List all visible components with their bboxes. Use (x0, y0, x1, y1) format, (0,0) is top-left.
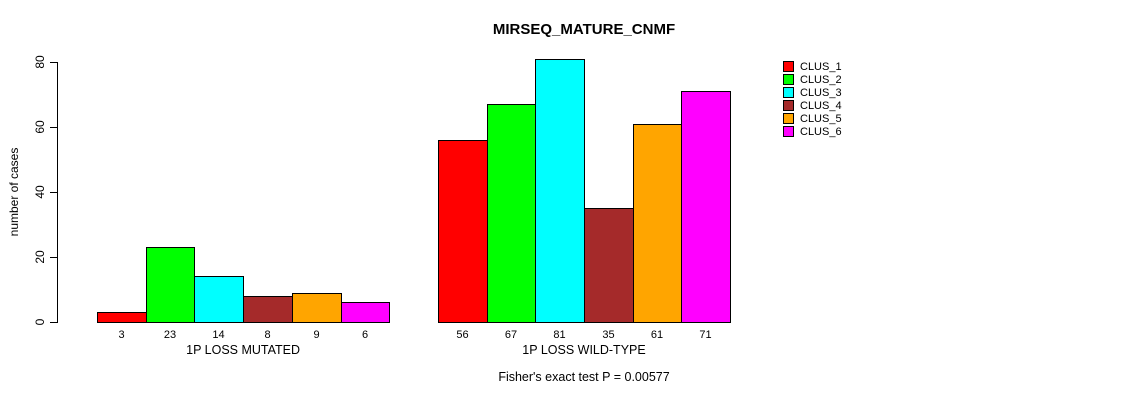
legend-swatch-icon (783, 100, 794, 111)
legend-item-clus_1: CLUS_1 (783, 60, 842, 73)
bar-clus_3 (194, 276, 244, 323)
chart-title: MIRSEQ_MATURE_CNMF (492, 21, 676, 38)
legend: CLUS_1 CLUS_2 CLUS_3 CLUS_4 CLUS_5 CLUS_6 (783, 60, 842, 138)
y-tick-mark (50, 191, 57, 193)
y-tick-mark (50, 256, 57, 258)
bar-clus_5 (292, 293, 342, 323)
y-tick-label: 60 (33, 120, 47, 134)
bar-value-label: 56 (456, 329, 469, 341)
bar-clus_2 (487, 104, 536, 323)
legend-label: CLUS_3 (800, 86, 842, 99)
legend-swatch-icon (783, 113, 794, 124)
legend-swatch-icon (783, 87, 794, 98)
y-tick-mark (50, 126, 57, 128)
y-axis-title: number of cases (7, 147, 21, 237)
legend-swatch-icon (783, 126, 794, 137)
bar-value-label: 8 (264, 329, 271, 341)
bar-value-label: 6 (361, 329, 369, 341)
legend-item-clus_5: CLUS_5 (783, 112, 842, 125)
legend-item-clus_6: CLUS_6 (783, 125, 842, 138)
bar-clus_1 (97, 312, 147, 323)
legend-label: CLUS_2 (800, 73, 842, 86)
bar-clus_4 (243, 296, 293, 323)
bar-clus_6 (341, 302, 390, 323)
bar-value-label: 67 (504, 329, 518, 341)
bar-value-label: 3 (118, 329, 125, 341)
legend-item-clus_4: CLUS_4 (783, 99, 842, 112)
fisher-test-annotation: Fisher's exact test P = 0.00577 (498, 370, 670, 384)
x-group-label-wild-type: 1P LOSS WILD-TYPE (522, 343, 646, 357)
y-tick-mark (50, 61, 57, 63)
legend-item-clus_2: CLUS_2 (783, 73, 842, 86)
bar-value-label: 61 (650, 329, 664, 341)
y-tick-label: 40 (33, 185, 47, 199)
bar-value-label: 14 (212, 329, 225, 341)
legend-label: CLUS_6 (800, 125, 842, 138)
y-tick-label: 80 (33, 55, 47, 69)
bar-clus_1 (438, 140, 488, 323)
y-tick-label: 20 (33, 250, 47, 264)
bar-value-label: 71 (699, 329, 712, 341)
y-tick-mark (50, 321, 57, 323)
y-axis-line (57, 62, 58, 323)
legend-item-clus_3: CLUS_3 (783, 86, 842, 99)
x-group-label-mutated: 1P LOSS MUTATED (186, 343, 301, 357)
bar-clus_2 (146, 247, 195, 323)
legend-label: CLUS_1 (800, 60, 842, 73)
bar-clus_6 (681, 91, 731, 323)
bar-value-label: 9 (313, 329, 320, 341)
bar-clus_5 (633, 124, 682, 323)
legend-label: CLUS_4 (800, 99, 842, 112)
bar-clus_4 (584, 208, 634, 323)
legend-swatch-icon (783, 61, 794, 72)
bar-clus_3 (535, 59, 585, 323)
legend-label: CLUS_5 (800, 112, 842, 125)
bar-value-label: 23 (163, 329, 177, 341)
y-tick-label: 0 (33, 318, 47, 326)
bar-value-label: 35 (602, 329, 615, 341)
legend-swatch-icon (783, 74, 794, 85)
bar-value-label: 81 (553, 329, 566, 341)
